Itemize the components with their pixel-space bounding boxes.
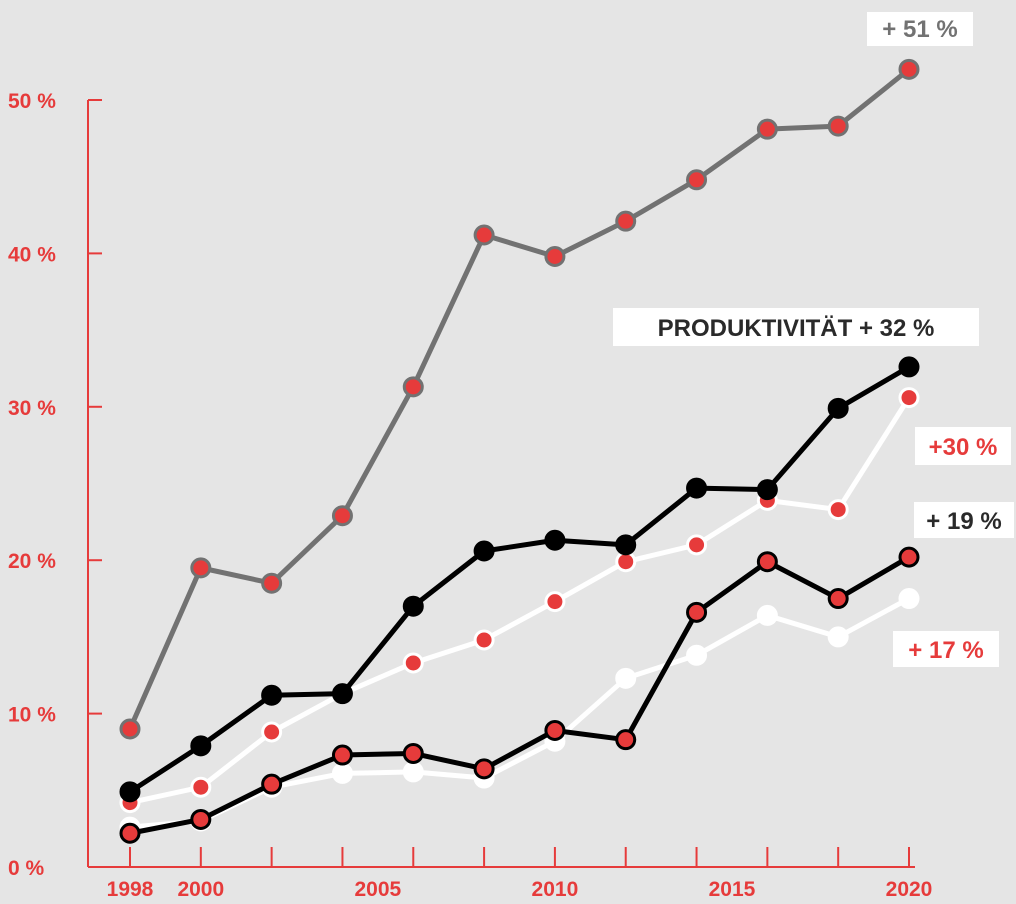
axes: 0 % 10 % 20 % 30 % 40 % 50 % 1998 2000 2005 2010 2… — [8, 90, 932, 901]
data-point — [190, 557, 212, 579]
label-productivity-text: PRODUKTIVITÄT + 32 % — [658, 315, 935, 342]
data-point — [473, 629, 495, 651]
data-point — [756, 604, 778, 626]
data-point — [261, 773, 283, 795]
data-point — [615, 667, 637, 689]
x-tick-label: 1998 — [107, 878, 154, 901]
label-red-text: +30 % — [929, 434, 998, 461]
data-point — [756, 551, 778, 573]
data-point — [686, 644, 708, 666]
series-4 — [119, 356, 920, 803]
y-tick-label: 10 % — [8, 704, 56, 727]
data-point — [331, 762, 353, 784]
y-tick-label: 20 % — [8, 550, 56, 573]
y-tick-label: 0 % — [8, 857, 45, 880]
series-line — [127, 67, 911, 730]
series-line — [129, 554, 911, 836]
data-point — [261, 684, 283, 706]
data-point — [756, 479, 778, 501]
data-point — [331, 505, 353, 527]
label-red: +30 % — [915, 427, 1011, 465]
data-point — [898, 58, 920, 80]
data-point — [402, 595, 424, 617]
label-grey: + 51 % — [867, 12, 973, 46]
series-labels: + 51 % PRODUKTIVITÄT + 32 % +30 % + 19 %… — [613, 12, 1014, 667]
data-point — [827, 397, 849, 419]
label-black-red-text: + 19 % — [926, 508, 1001, 535]
data-point — [827, 626, 849, 648]
data-point — [261, 721, 283, 743]
data-point — [331, 683, 353, 705]
data-point — [615, 534, 637, 556]
data-point — [190, 776, 212, 798]
data-point — [898, 588, 920, 610]
y-tick-label: 30 % — [8, 397, 56, 420]
series-3 — [119, 546, 920, 844]
label-white: + 17 % — [893, 631, 999, 667]
data-point — [261, 572, 283, 594]
data-point — [827, 115, 849, 137]
data-point — [615, 210, 637, 232]
y-tick-label: 40 % — [8, 243, 56, 266]
data-point — [544, 529, 566, 551]
data-point — [686, 477, 708, 499]
data-point — [119, 781, 141, 803]
data-point — [190, 808, 212, 830]
label-black-red: + 19 % — [914, 502, 1014, 538]
data-point — [898, 356, 920, 378]
data-point — [119, 822, 141, 844]
data-point — [686, 534, 708, 556]
data-point — [686, 601, 708, 623]
series-line — [129, 596, 911, 830]
data-point — [827, 588, 849, 610]
data-point — [827, 499, 849, 521]
data-point — [402, 652, 424, 674]
x-tick-label: 2005 — [355, 878, 402, 901]
y-tick-label: 50 % — [8, 90, 56, 113]
series-line — [128, 364, 911, 794]
data-point — [544, 245, 566, 267]
label-grey-text: + 51 % — [882, 16, 957, 43]
data-point — [190, 735, 212, 757]
data-point — [402, 376, 424, 398]
data-point — [119, 718, 141, 740]
data-point — [544, 719, 566, 741]
label-productivity: PRODUKTIVITÄT + 32 % — [613, 308, 979, 346]
data-point — [544, 591, 566, 613]
series-group — [119, 58, 920, 844]
data-point — [402, 742, 424, 764]
data-point — [331, 744, 353, 766]
x-tick-label: 2015 — [709, 878, 756, 901]
data-point — [402, 761, 424, 783]
series-line — [129, 396, 912, 806]
x-tick-label: 2020 — [886, 878, 933, 901]
data-point — [473, 758, 495, 780]
x-tick-label: 2000 — [177, 878, 224, 901]
data-point — [898, 546, 920, 568]
x-tick-label: 2010 — [532, 878, 579, 901]
data-point — [615, 729, 637, 751]
data-point — [473, 540, 495, 562]
data-point — [756, 118, 778, 140]
label-white-text: + 17 % — [908, 637, 983, 664]
data-point — [615, 551, 637, 573]
series-0 — [119, 58, 920, 740]
data-point — [686, 169, 708, 191]
data-point — [898, 387, 920, 409]
data-point — [473, 224, 495, 246]
